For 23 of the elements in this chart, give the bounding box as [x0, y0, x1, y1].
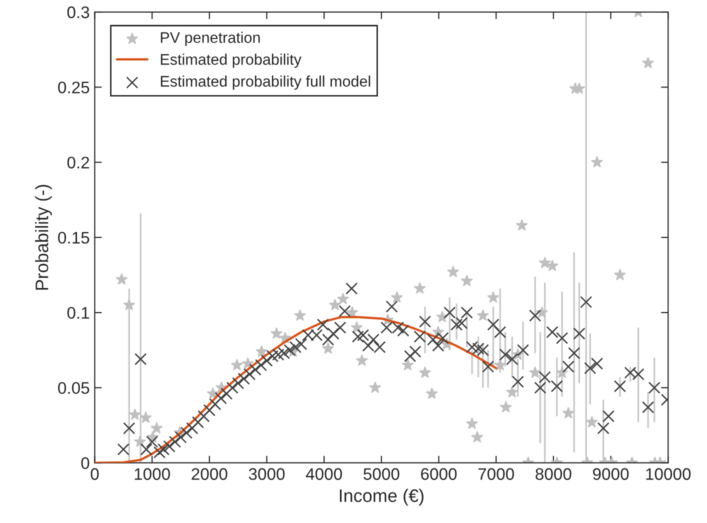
y-tick-label: 0.25 — [58, 82, 90, 94]
legend-label: Estimated probability full model — [160, 76, 370, 90]
x-tick-label: 8000 — [536, 468, 572, 480]
y-tick-label: 0.05 — [58, 382, 90, 394]
x-tick-label: 1000 — [134, 468, 170, 480]
x-tick-label: 2000 — [192, 468, 228, 480]
legend-label: PV penetration — [160, 32, 260, 46]
x-tick-label: 0 — [90, 468, 99, 480]
x-tick-label: 3000 — [248, 468, 285, 480]
x-tick-label: 4000 — [306, 468, 342, 480]
y-tick-label: 0 — [81, 457, 90, 470]
y-tick-label: 0.2 — [67, 156, 90, 169]
x-axis-title: Income (€) — [340, 488, 424, 506]
x-tick-label: 9000 — [593, 468, 629, 480]
y-tick-label: 0.3 — [67, 6, 90, 18]
x-tick-label: 5000 — [364, 468, 400, 480]
y-axis-title: Probability (-) — [35, 184, 52, 290]
legend-label: Estimated probability — [160, 54, 302, 68]
y-tick-label: 0.15 — [58, 232, 90, 244]
x-tick-label: 7000 — [478, 468, 514, 480]
y-tick-label: 0.1 — [67, 306, 90, 319]
x-tick-label: 6000 — [421, 468, 457, 480]
x-tick-label: 10000 — [646, 468, 691, 480]
